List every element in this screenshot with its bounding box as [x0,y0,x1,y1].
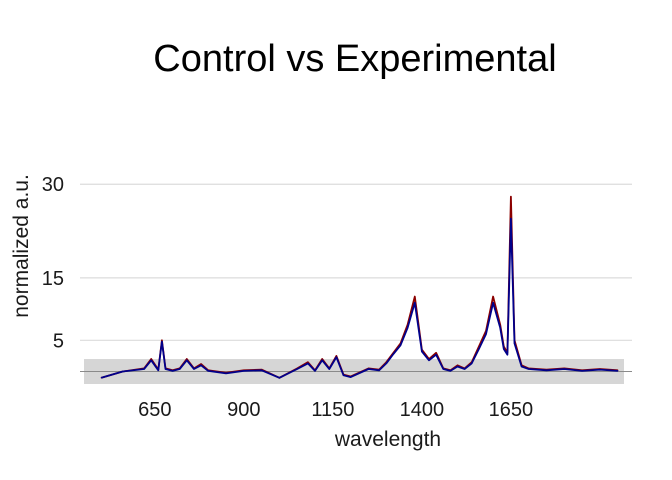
data-point [335,355,338,357]
data-point [296,368,298,370]
data-point [521,365,523,368]
data-point [225,372,227,374]
data-point [421,350,423,353]
data-point [164,368,167,370]
series-0 [100,195,619,379]
data-point [150,359,152,361]
data-point [471,362,473,364]
series-line [101,195,618,379]
x-tick-label: 1150 [311,399,354,421]
y-axis-ticks: 5 15 30 [42,174,64,352]
data-point [506,354,508,356]
data-point [478,348,480,350]
data-point [367,368,370,370]
data-point [207,370,209,372]
data-point [350,376,352,378]
x-axis-ticks: 650 900 1150 1400 1650 [138,399,533,421]
data-point [545,369,548,371]
data-point [328,368,330,370]
data-point [171,370,174,372]
x-tick-label: 650 [138,399,171,421]
y-axis-label: normalized a.u. [10,174,33,318]
series-layer [100,195,619,379]
series-line [101,217,618,379]
x-tick-label: 1400 [400,399,445,421]
data-point [321,358,323,360]
data-point [599,369,601,371]
data-point [503,348,505,350]
data-point [150,358,152,360]
data-point [414,302,416,304]
data-point [143,368,145,370]
data-point [200,363,202,365]
data-point [464,368,466,370]
data-point [456,364,459,366]
data-point [200,364,202,366]
data-point [435,354,437,356]
gridlines [80,183,632,341]
data-point [528,368,530,370]
data-point [385,362,387,364]
data-point [161,339,163,341]
x-tick-label: 1650 [489,399,534,421]
data-point [342,374,345,376]
data-point [563,368,565,370]
data-point [485,333,487,335]
data-point [186,358,188,360]
data-point [442,368,444,370]
data-point [261,369,263,371]
data-point [193,368,195,370]
series-1 [100,217,619,379]
data-point [510,217,512,220]
data-point [122,370,124,373]
data-point [321,359,323,361]
data-point [492,302,494,304]
x-tick-label: 900 [227,399,260,421]
data-point [307,362,309,364]
data-point [243,370,245,372]
data-point [414,296,416,298]
data-point [617,370,619,372]
data-point [278,377,281,379]
data-point [499,327,501,329]
data-point [492,296,494,298]
data-point [428,359,430,361]
data-point [161,340,163,343]
data-point [335,356,338,358]
data-point [100,377,102,379]
data-point [407,327,409,329]
data-point [307,361,309,363]
data-point [186,359,188,361]
data-point [581,370,583,372]
data-point [449,370,451,372]
y-tick-label: 15 [42,268,64,290]
chart-title: Control vs Experimental [153,38,557,80]
data-point [435,352,437,354]
data-point [399,344,402,346]
data-point [157,369,159,371]
data-point [378,369,380,371]
y-tick-label: 30 [42,174,64,196]
data-point [456,365,459,368]
y-tick-label: 5 [53,330,64,352]
data-point [314,370,316,372]
data-point [392,353,394,355]
data-point [510,196,512,198]
x-axis-label: wavelength [334,428,441,451]
data-point [179,368,181,370]
data-point [513,342,516,345]
